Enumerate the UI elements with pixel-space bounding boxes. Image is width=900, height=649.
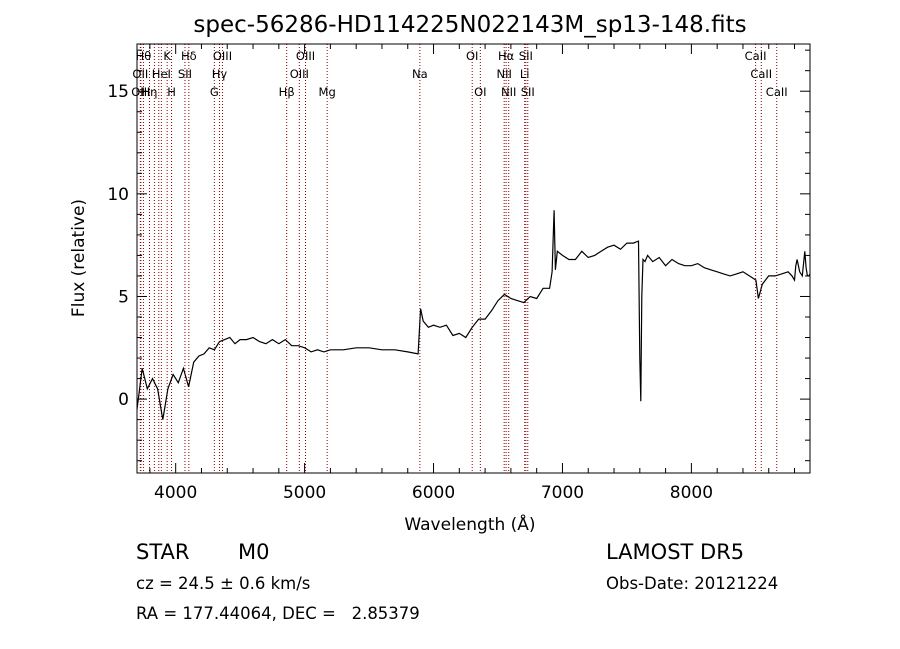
line-label: CaII <box>745 49 767 63</box>
observation-date: Obs-Date: 20121224 <box>606 574 779 593</box>
line-label: H <box>167 85 176 99</box>
line-label: OIII <box>296 49 315 63</box>
line-label: OIII <box>213 49 232 63</box>
line-label: OI <box>466 49 478 63</box>
x-tick-label: 4000 <box>154 483 197 503</box>
line-label: OIII <box>290 67 309 81</box>
line-label: SII <box>519 49 533 63</box>
spectrum-series-line <box>136 210 811 420</box>
y-tick-label: 0 <box>118 390 129 410</box>
y-tick-label: 10 <box>107 185 129 205</box>
object-type: STAR <box>136 540 190 564</box>
line-label: SII <box>178 67 192 81</box>
line-label: SII <box>521 85 535 99</box>
line-label: Hη <box>142 85 158 99</box>
line-label: OIII <box>131 85 150 99</box>
line-label: Na <box>412 67 428 81</box>
x-tick-label: 6000 <box>412 483 455 503</box>
line-label: CaII <box>766 85 788 99</box>
x-tick-label: 5000 <box>283 483 326 503</box>
line-label: OII <box>132 67 148 81</box>
line-label: Hβ <box>279 85 295 99</box>
chart-title: spec-56286-HD114225N022143M_sp13-148.fit… <box>193 12 746 38</box>
x-tick-label: 7000 <box>541 483 584 503</box>
spectral-line-markers <box>139 44 778 473</box>
y-tick-label: 15 <box>107 82 129 102</box>
line-label: NII <box>496 67 511 81</box>
x-tick-label: 8000 <box>670 483 713 503</box>
line-label: Hα <box>498 49 515 63</box>
axis-ticks: 4000 5000 6000 7000 8000 0 5 10 15 <box>107 44 810 503</box>
line-label: NII <box>501 85 516 99</box>
line-label: K <box>163 49 171 63</box>
line-label: CaII <box>750 67 772 81</box>
y-tick-label: 5 <box>118 287 129 307</box>
line-label: HeI <box>152 67 171 81</box>
ra-dec: RA = 177.44064, DEC = 2.85379 <box>136 604 420 623</box>
line-label: OI <box>474 85 486 99</box>
survey-name: LAMOST DR5 <box>606 540 745 564</box>
plot-frame <box>136 43 811 474</box>
line-label: Mg <box>319 85 336 99</box>
line-label: Li <box>520 67 530 81</box>
line-label: Hγ <box>212 67 228 81</box>
x-axis-label: Wavelength (Å) <box>404 513 535 535</box>
redshift-cz: cz = 24.5 ± 0.6 km/s <box>136 574 311 593</box>
spectral-line-labels: OII OIII Hθ Hη HeI K H Hδ SII G Hγ OIII Hβ OIII OIII Mg… <box>131 49 787 99</box>
line-label: Hθ <box>136 49 152 63</box>
line-label: G <box>210 85 219 99</box>
line-label: Hδ <box>181 49 197 63</box>
y-axis-label: Flux (relative) <box>69 199 89 317</box>
spectral-class: M0 <box>238 540 270 564</box>
